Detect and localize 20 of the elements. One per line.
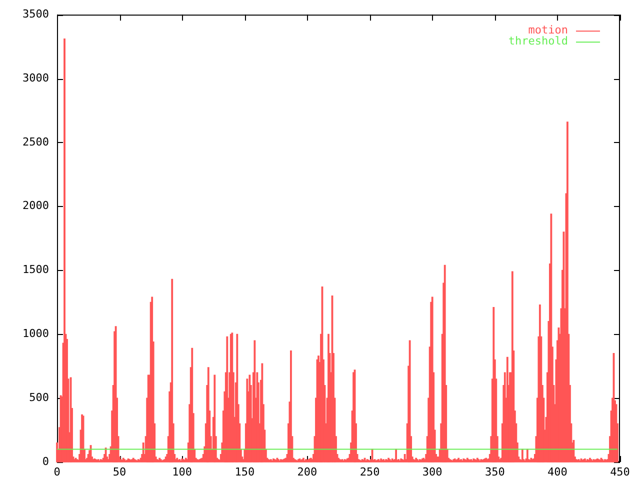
x-tick-label: 300 — [422, 465, 442, 478]
x-tick-label: 350 — [484, 465, 505, 478]
legend-label: threshold — [508, 34, 568, 48]
y-tick-label: 0 — [42, 454, 49, 468]
x-tick-label: 200 — [297, 465, 318, 478]
x-tick-label: 50 — [112, 465, 126, 478]
y-tick-label: 1500 — [22, 263, 49, 276]
x-tick-label: 150 — [234, 465, 255, 478]
y-tick-label: 1000 — [22, 327, 49, 340]
x-tick-label: 100 — [172, 465, 192, 478]
x-tick-label: 450 — [610, 465, 630, 478]
x-tick-label: 0 — [54, 465, 60, 478]
legend-label: motion — [528, 23, 568, 36]
y-tick-label: 500 — [29, 390, 49, 404]
x-tick-label: 250 — [360, 465, 380, 478]
y-tick-label: 2500 — [22, 135, 49, 148]
y-tick-label: 2000 — [22, 199, 49, 212]
y-tick-label: 3000 — [22, 71, 49, 84]
y-tick-label: 3500 — [22, 7, 49, 20]
x-tick-label: 400 — [548, 465, 568, 478]
